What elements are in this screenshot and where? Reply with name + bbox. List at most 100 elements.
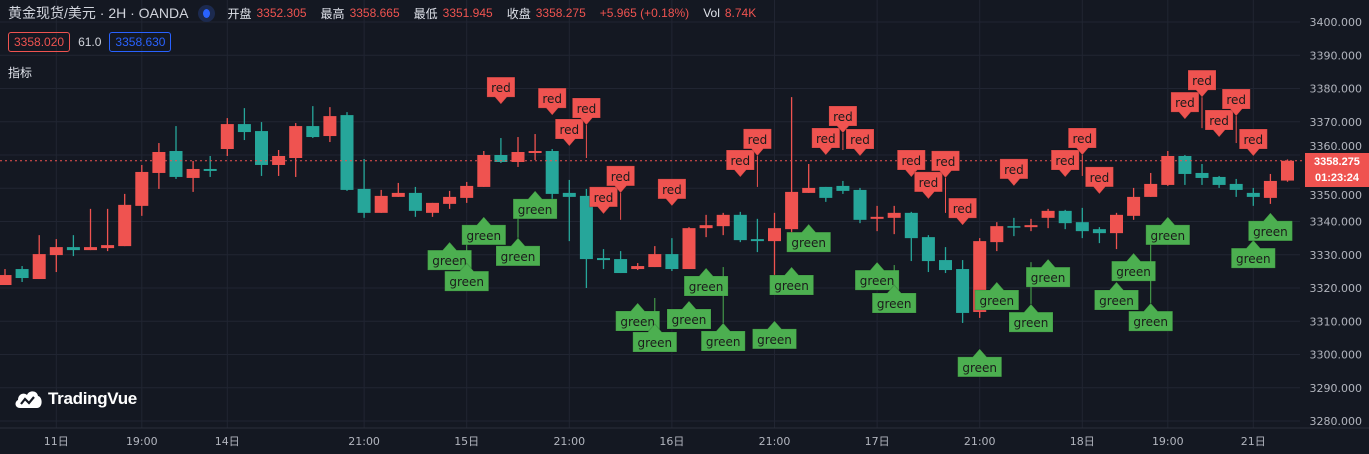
candle-body xyxy=(374,195,388,213)
quote-row: 3358.020 61.0 3358.630 xyxy=(8,32,172,52)
price-axis[interactable]: 3400.000 3390.000 3380.000 3370.000 3360.000… xyxy=(1310,16,1363,428)
marker-label: green xyxy=(689,280,724,294)
legend-header: 黄金现货/美元 · 2H · OANDA 开盘 3352.305 最高 3358… xyxy=(8,3,770,23)
buy-signal-marker: green xyxy=(871,265,917,314)
candle xyxy=(1229,178,1243,197)
buy-price-button[interactable]: 3358.630 xyxy=(109,32,172,52)
time-axis-tick-label: 11日 xyxy=(44,435,69,448)
candle-body xyxy=(272,155,286,165)
sell-signal-marker: red xyxy=(913,171,943,200)
buy-signal-marker: green xyxy=(1247,212,1293,242)
buy-signal-marker: green xyxy=(1008,262,1054,333)
candle-body xyxy=(921,237,935,262)
marker-callout xyxy=(1145,216,1191,246)
candle xyxy=(323,107,337,143)
time-axis-tick-label: 15日 xyxy=(454,435,479,448)
marker-label: red xyxy=(662,183,682,197)
sell-price-button[interactable]: 3358.020 xyxy=(8,32,71,52)
candle-body xyxy=(1058,210,1072,224)
price-axis-tick-label: 3400.000 xyxy=(1310,16,1363,29)
candle xyxy=(374,189,388,213)
candle-body xyxy=(545,151,559,194)
candle xyxy=(545,149,559,199)
candle-body xyxy=(220,124,234,150)
buy-signal-marker: green xyxy=(1094,281,1139,311)
candle xyxy=(853,187,867,224)
candle xyxy=(750,218,764,253)
candle xyxy=(733,211,747,243)
candle-body xyxy=(597,258,610,261)
marker-label: red xyxy=(850,133,870,147)
candle xyxy=(1075,207,1089,239)
candle xyxy=(15,266,29,283)
candle xyxy=(939,247,952,274)
close-value: 3358.275 xyxy=(535,6,586,20)
candle-body xyxy=(528,151,542,154)
marker-callout xyxy=(1084,166,1114,195)
candle xyxy=(682,227,696,270)
candle-body xyxy=(990,226,1004,243)
marker-callout xyxy=(742,128,772,157)
sell-signal-marker: red xyxy=(811,127,841,156)
candle xyxy=(460,181,474,203)
marker-label: red xyxy=(936,155,956,169)
marker-label: red xyxy=(611,170,631,184)
indicators-button[interactable]: 指标 xyxy=(8,66,33,80)
candle xyxy=(665,238,679,272)
candle-body xyxy=(1127,196,1141,216)
low-value: 3351.945 xyxy=(442,6,493,20)
candle xyxy=(443,190,457,209)
candle xyxy=(1263,173,1277,204)
marker-label: red xyxy=(730,154,750,168)
buy-signal-marker: green xyxy=(1145,216,1191,246)
marker-label: green xyxy=(1014,316,1049,330)
marker-label: green xyxy=(672,313,707,327)
time-axis-tick-label: 21:00 xyxy=(759,435,791,448)
marker-callout xyxy=(537,87,567,116)
price-axis-tick-label: 3380.000 xyxy=(1310,83,1363,96)
candle xyxy=(220,118,234,156)
buy-signal-marker: green xyxy=(854,261,900,291)
grid xyxy=(0,0,1369,429)
candle-body xyxy=(15,269,29,279)
marker-label: green xyxy=(466,229,501,243)
tradingvue-logo: TradingVue xyxy=(14,388,137,410)
time-axis[interactable]: 11日 19:00 14日 21:00 15日 21:00 16日 21:00 17日 21:00… xyxy=(44,435,1266,448)
sell-signal-marker: red xyxy=(1067,127,1097,176)
marker-callout xyxy=(1221,88,1251,117)
candle-body xyxy=(511,152,525,162)
candle-body xyxy=(66,247,80,251)
change-value: +5.965 (+0.18%) xyxy=(599,6,690,20)
candle xyxy=(1041,208,1055,229)
candle-body xyxy=(665,254,679,270)
volume-value: 8.74K xyxy=(724,6,757,20)
sell-signal-marker: red xyxy=(657,178,687,207)
marker-label: red xyxy=(1090,171,1110,185)
candle-body xyxy=(357,188,371,213)
candle-body xyxy=(135,171,149,206)
candle-body xyxy=(887,212,901,218)
candle xyxy=(357,158,371,218)
marker-callout xyxy=(427,241,473,271)
candle-body xyxy=(186,168,200,178)
marker-label: red xyxy=(1243,133,1263,147)
sell-signal-marker: red xyxy=(1238,128,1268,157)
marker-callout xyxy=(769,266,815,296)
candle-body xyxy=(733,214,747,241)
candle-body xyxy=(84,247,97,251)
buy-signal-marker: green xyxy=(1230,239,1276,269)
marker-label: green xyxy=(1253,225,1288,239)
candle xyxy=(819,186,833,202)
high-value: 3358.665 xyxy=(349,6,400,20)
marker-label: green xyxy=(620,315,655,329)
symbol-title[interactable]: 黄金现货/美元 · 2H · OANDA xyxy=(8,5,189,21)
marker-callout xyxy=(752,320,797,350)
marker-label: red xyxy=(919,176,939,190)
candle-body xyxy=(682,228,696,270)
candle-body xyxy=(152,152,166,173)
last-price-tag: 3358.275 01:23:24 xyxy=(1305,153,1369,187)
marker-label: red xyxy=(1209,114,1229,128)
marker-callout xyxy=(1170,91,1200,120)
buy-signal-marker: green xyxy=(666,300,712,330)
